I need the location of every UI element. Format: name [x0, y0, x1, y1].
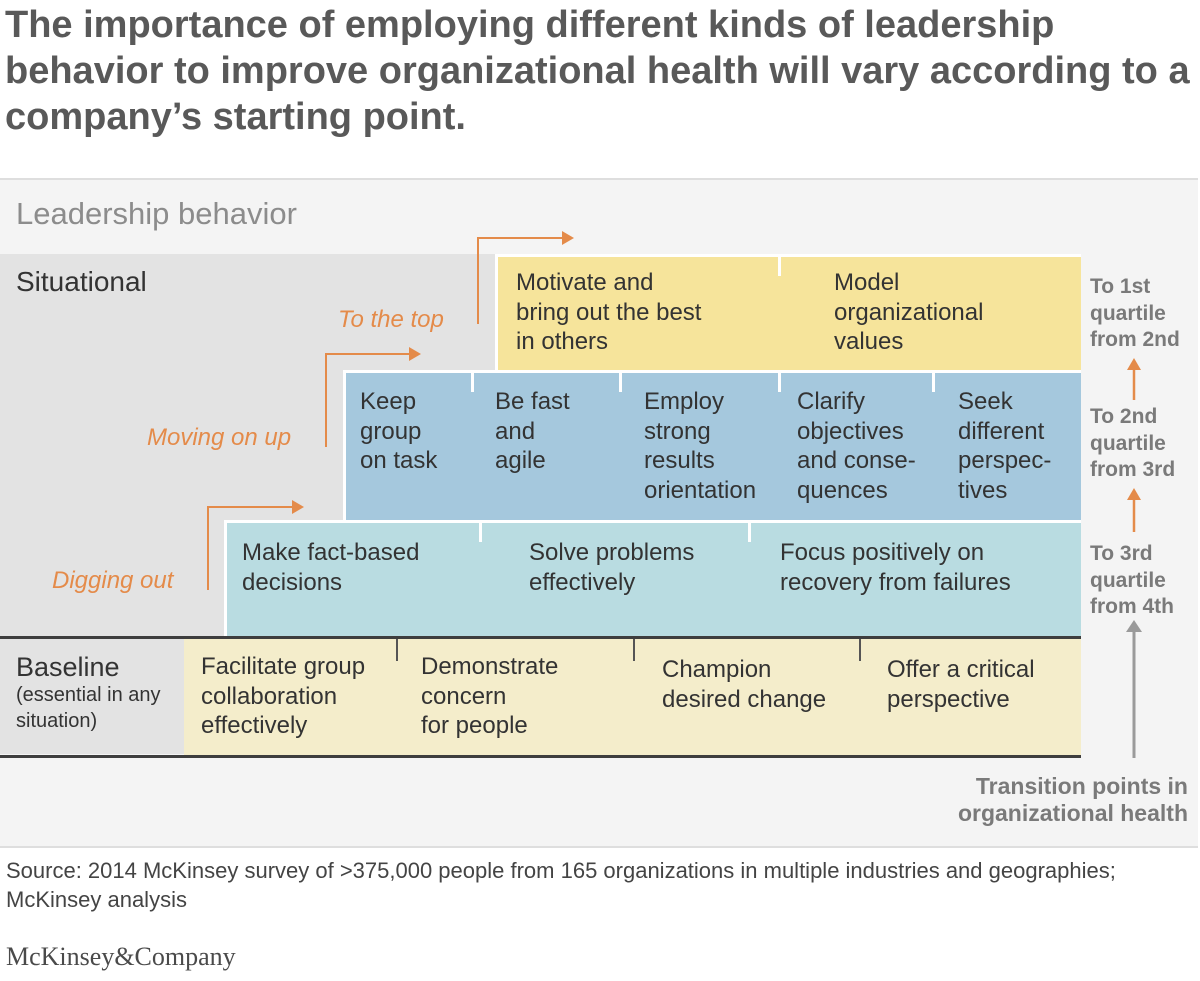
quartile-label-3rd: To 3rd quartile from 4th	[1090, 542, 1174, 618]
behavior-results-orientation: Employ strong results orientation	[644, 388, 757, 504]
behavior-critical-perspective: Offer a critical perspective	[887, 656, 1035, 713]
behavior-model-values: Model organizational values	[834, 269, 984, 355]
behavior-keep-group-on-task: Keep group on task	[360, 388, 438, 474]
stage-moving-on-up: Moving on up	[147, 424, 292, 451]
page-title: The importance of employing different ki…	[5, 4, 1190, 138]
top-band-divider	[778, 254, 781, 276]
baseline-bottom-rule	[0, 755, 1081, 758]
situational-label: Situational	[16, 266, 147, 297]
lower-band-divider	[748, 520, 751, 542]
behavior-focus-recovery: Focus positively on recovery from failure…	[780, 539, 1011, 596]
behavior-champion-change: Champion desired change	[662, 656, 827, 713]
middle-band-divider	[471, 370, 474, 392]
behavior-fact-based-decisions: Make fact-based decisions	[242, 539, 420, 596]
lower-band-divider	[479, 520, 482, 542]
baseline-sublabel: (essential in any situation)	[16, 684, 161, 732]
moving-on-up-arrow	[325, 347, 421, 447]
middle-band-divider	[932, 370, 935, 392]
middle-band	[343, 370, 1081, 520]
baseline-top-rule	[0, 636, 1081, 639]
middle-band-divider	[778, 370, 781, 392]
to-the-top-arrow	[477, 231, 574, 324]
quartile-label-2nd: To 2nd quartile from 3rd	[1090, 405, 1176, 481]
mckinsey-logo: McKinsey&Company	[6, 942, 236, 971]
baseline-divider	[633, 639, 635, 661]
top-band	[495, 254, 1081, 370]
behavior-concern-for-people: Demonstrate concern for people	[421, 653, 559, 739]
behavior-solve-problems: Solve problems effectively	[529, 539, 695, 596]
transition-points-label: Transition points in organizational healt…	[957, 773, 1188, 826]
baseline-label: Baseline	[16, 652, 120, 682]
digging-out-arrow	[207, 500, 304, 590]
stage-digging-out: Digging out	[52, 567, 174, 594]
behavior-motivate: Motivate and bring out the best in others	[516, 269, 702, 355]
baseline-divider	[396, 639, 398, 661]
stage-to-the-top: To the top	[338, 306, 444, 333]
behavior-fast-agile: Be fast and agile	[495, 388, 570, 474]
source-note: Source: 2014 McKinsey survey of >375,000…	[6, 858, 1116, 912]
lower-band	[224, 520, 1081, 637]
behavior-facilitate-collaboration: Facilitate group collaboration effectively	[201, 653, 366, 739]
section-heading: Leadership behavior	[16, 196, 297, 231]
baseline-band	[184, 637, 1081, 756]
behavior-clarify-objectives: Clarify objectives and conse-quences	[797, 388, 916, 504]
middle-band-divider	[619, 370, 622, 392]
behavior-seek-perspectives: Seek different perspec-tives	[958, 388, 1052, 504]
quartile-label-1st: To 1st quartile from 2nd	[1090, 275, 1180, 351]
baseline-divider	[859, 639, 861, 661]
